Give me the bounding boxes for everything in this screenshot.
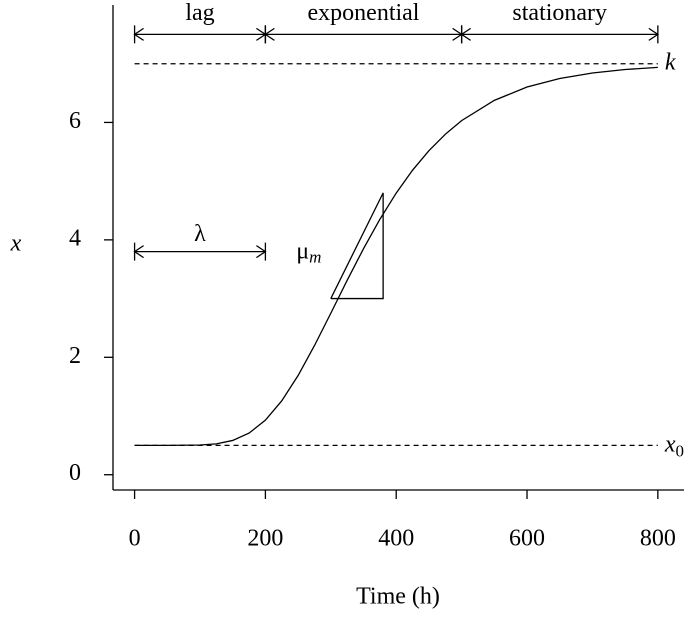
reference-label-main: k (665, 49, 676, 75)
x-tick-label: 800 (640, 526, 676, 552)
y-tick-label: 0 (69, 460, 81, 486)
phase-label: lag (185, 0, 214, 26)
reference-label: k (665, 49, 676, 75)
lambda-bracket-arrowhead (256, 245, 267, 259)
x-tick-label: 200 (247, 526, 283, 552)
reference-label-main: x (664, 431, 676, 457)
phase-label: stationary (512, 0, 607, 26)
phase-bracket-arrowhead (264, 27, 275, 41)
lambda-label: λ (194, 221, 206, 247)
phase-label: exponential (308, 0, 420, 26)
slope-label-sub: m (309, 247, 321, 266)
reference-label: x0 (664, 431, 684, 460)
slope-label-main: μ (296, 238, 309, 264)
x-tick-label: 0 (129, 526, 141, 552)
y-tick-label: 2 (69, 343, 81, 369)
phase-bracket-arrowhead (133, 27, 144, 41)
growth-curve (134, 66, 658, 447)
x-tick-label: 400 (378, 526, 414, 552)
x-tick-label: 600 (509, 526, 545, 552)
y-tick-label: 6 (69, 108, 81, 134)
phase-bracket-arrowhead (648, 27, 660, 41)
y-axis-title: x (10, 231, 22, 257)
x-axis-title: Time (h) (356, 584, 440, 610)
y-tick-label: 4 (69, 225, 81, 251)
slope-label: μm (296, 238, 321, 266)
phase-bracket-arrowhead (460, 27, 471, 41)
lambda-bracket-arrowhead (133, 245, 144, 259)
reference-label-sub: 0 (675, 441, 684, 460)
slope-triangle (330, 192, 384, 300)
